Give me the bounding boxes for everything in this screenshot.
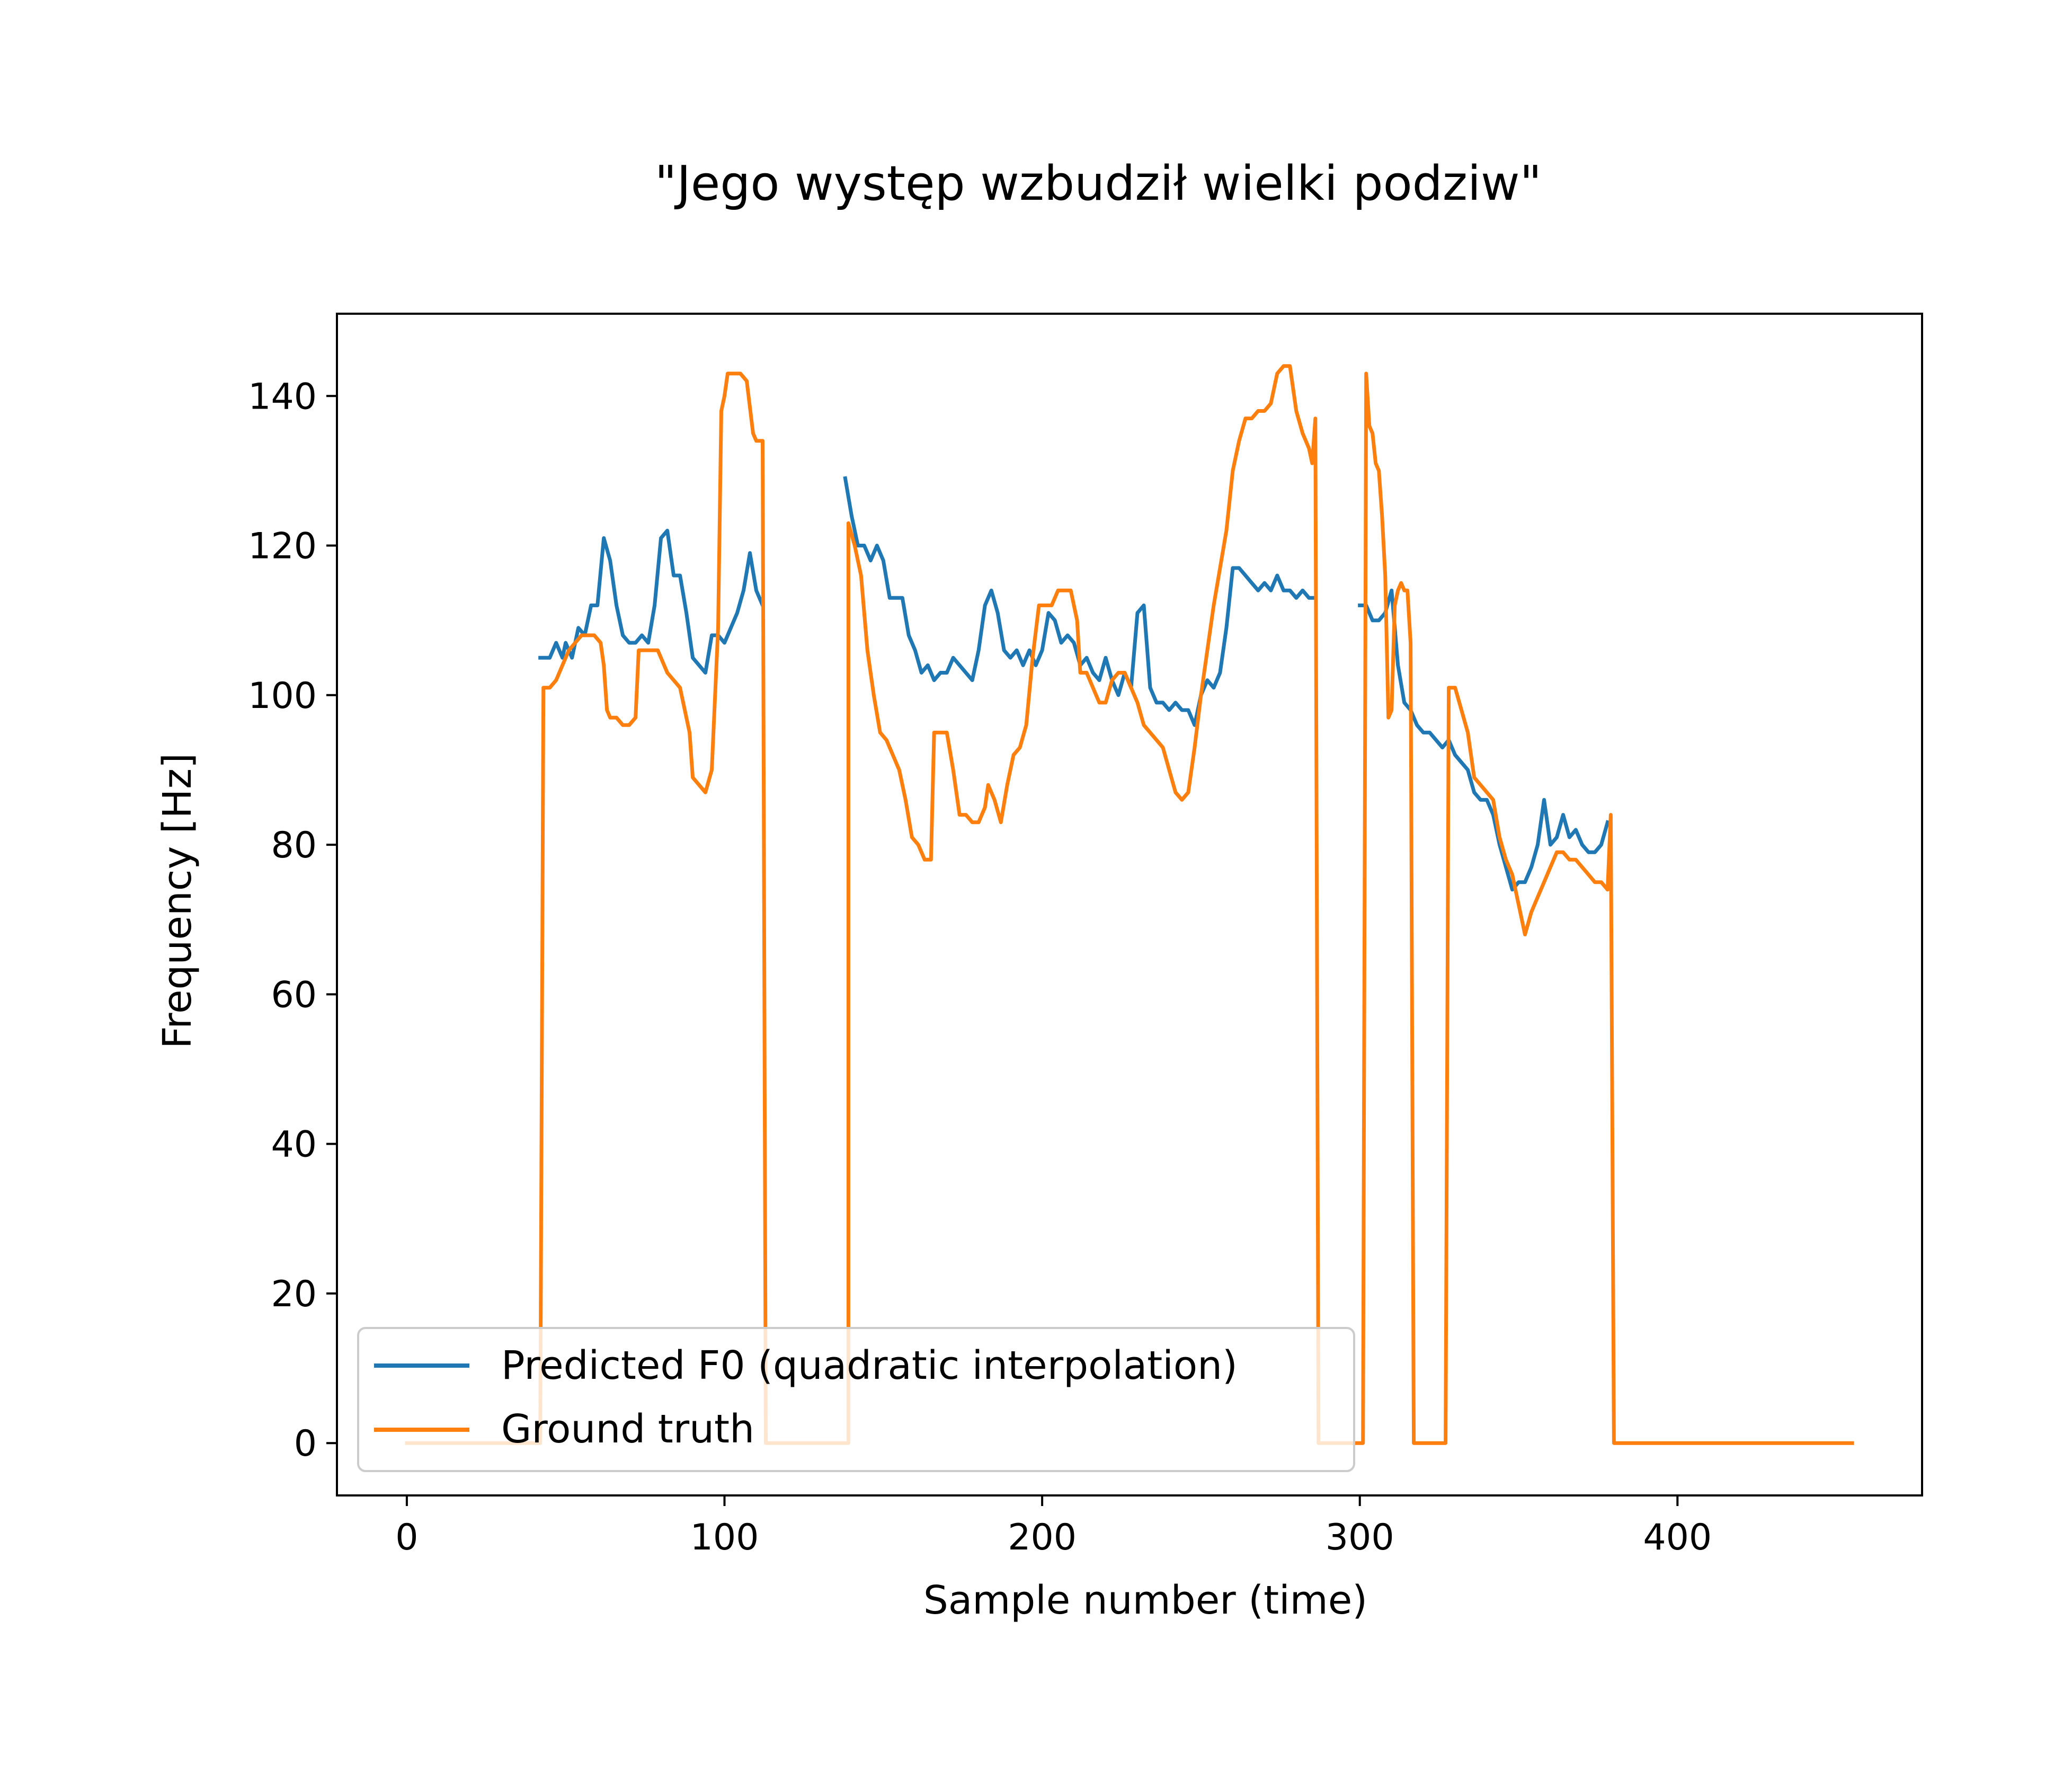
- y-tick-label: 60: [271, 974, 317, 1016]
- x-tick-label: 100: [690, 1517, 759, 1558]
- y-tick-label: 40: [271, 1124, 317, 1166]
- series-line-predicted: [538, 528, 766, 675]
- y-tick-label: 80: [271, 825, 317, 866]
- y-tick-label: 0: [294, 1423, 317, 1465]
- x-tick-label: 200: [1008, 1517, 1077, 1558]
- series-line-predicted: [843, 476, 1318, 727]
- legend-label-ground-truth: Ground truth: [501, 1406, 754, 1452]
- legend-box: [357, 1327, 1355, 1472]
- axes-frame: [336, 313, 1923, 1496]
- x-axis-title: Sample number (time): [923, 1578, 1367, 1623]
- y-tick-label: 20: [271, 1273, 317, 1315]
- chart-title: "Jego występ wzbudził wielki podziw": [655, 156, 1542, 211]
- legend-label-predicted: Predicted F0 (quadratic interpolation): [501, 1343, 1238, 1388]
- x-tick-label: 0: [395, 1517, 418, 1558]
- plot-area: [405, 364, 1854, 1445]
- x-axis: 0 100 200 300 400: [395, 1495, 1712, 1558]
- x-tick-label: 300: [1326, 1517, 1394, 1558]
- x-tick-label: 400: [1643, 1517, 1712, 1558]
- y-axis: 0 20 40 60 80 100 120 140: [248, 376, 337, 1465]
- y-axis-title: Frequency [Hz]: [155, 753, 200, 1049]
- y-tick-label: 140: [248, 376, 317, 418]
- legend: Predicted F0 (quadratic interpolation) G…: [357, 1327, 1355, 1472]
- y-tick-label: 120: [248, 526, 317, 568]
- series-line-ground-truth: [405, 364, 1854, 1445]
- y-tick-label: 100: [248, 675, 317, 717]
- series-line-predicted: [1358, 588, 1610, 892]
